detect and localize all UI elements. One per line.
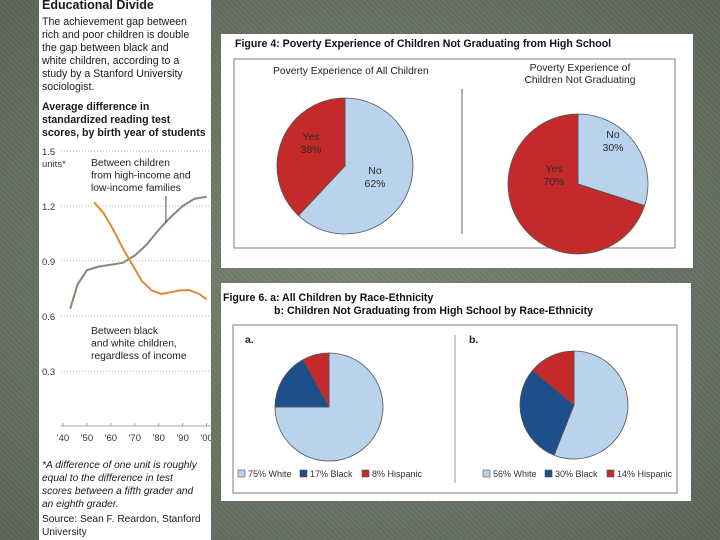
y-tick-label: 0.6 [42, 312, 55, 323]
series-line-black-white [93, 201, 208, 301]
intro-line-5: study by a Stanford University [42, 68, 183, 80]
pie-2-value-no: 30% [602, 142, 623, 154]
pie-1-label-yes: Yes [302, 131, 319, 143]
pie-b-slice-black [519, 370, 575, 456]
pie-1-slice-yes [276, 97, 346, 217]
pie-b-legend-swatch [606, 469, 615, 478]
source-line-1: Source: Sean F. Reardon, Stanford [42, 514, 201, 525]
intro-line-2: rich and poor children is double [42, 29, 190, 41]
series-label-income: from high-income and [91, 171, 191, 182]
figure-6-title-line-2: b: Children Not Graduating from High Sch… [274, 305, 594, 317]
figure-6-pies: a. b. 75% White 17% Black 8% Hispanic 56% Whi… [232, 324, 678, 494]
series-label-black-white: and white children, [91, 339, 177, 350]
pie-b-legend-label: 30% Black [555, 469, 598, 479]
subhead-line-1: Average difference in [42, 101, 150, 113]
pie-a-slice-hispanic [302, 352, 330, 408]
y-tick-label: 0.9 [42, 257, 55, 268]
footnote-line-3: scores between a fifth grader and [42, 486, 194, 497]
pie-b-title: b. [469, 334, 478, 346]
pie-a-slice-black [274, 359, 330, 408]
pie-a-legend-swatch [361, 469, 370, 478]
pie-a-title: a. [245, 334, 254, 346]
pie-a-legend-label: 8% Hispanic [372, 469, 423, 479]
y-tick-label: 1.2 [42, 202, 55, 213]
series-line-income [69, 195, 207, 309]
x-tick-label: '60 [105, 433, 117, 444]
pie-b-slice-hispanic [531, 350, 575, 406]
pie-2-title-line: Poverty Experience of [530, 63, 631, 74]
intro-line-3: the gap between black and [42, 42, 169, 54]
x-tick-label: '90 [176, 433, 188, 444]
series-label-black-white: Between black [91, 326, 159, 337]
figure-4-panel: Figure 4: Poverty Experience of Children… [221, 34, 693, 268]
series-label-income: low-income families [91, 183, 181, 194]
pie-1-slice-no [297, 97, 414, 235]
x-tick-label: '00 [200, 433, 211, 444]
line-chart: 1.5 1.2 0.9 0.6 0.3 units* '40 '50 '60 '70 '80 '90 '… [42, 147, 211, 444]
pie-b-legend-swatch [482, 469, 491, 478]
pie-2-value-yes: 70% [543, 176, 564, 188]
pie-2-title-line: Children Not Graduating [524, 75, 635, 86]
series-label-black-white: regardless of income [91, 351, 187, 362]
source-line-2: University [42, 527, 87, 538]
figure-4-pies: Poverty Experience of All Children Povert… [233, 58, 676, 255]
footnote-line-2: equal to the difference in test [42, 473, 173, 484]
footnote-line-1: *A difference of one unit is roughly [42, 460, 197, 471]
pie-1-title: Poverty Experience of All Children [273, 66, 429, 77]
educational-divide-panel: Educational Divide The achievement gap b… [39, 0, 211, 540]
pie-a-legend-label: 75% White [248, 469, 292, 479]
intro-line-1: The achievement gap between [42, 16, 187, 28]
pie-2-label-no: No [606, 129, 620, 141]
figure-6-panel: Figure 6. a: All Children by Race-Ethnic… [221, 283, 691, 501]
subhead-line-2: standardized reading test [42, 114, 171, 126]
pie-a-legend-swatch [299, 469, 308, 478]
figure-6-title-line-1: Figure 6. a: All Children by Race-Ethnic… [223, 292, 434, 304]
figure-4-frame [233, 58, 676, 249]
pie-1-value-yes: 38% [300, 144, 321, 156]
pie-2-slice-yes [507, 113, 646, 255]
x-tick-label: '40 [57, 433, 69, 444]
figure-4-title: Figure 4: Poverty Experience of Children… [235, 38, 612, 50]
pie-b-legend-label: 56% White [493, 469, 537, 479]
pie-2-slice-no [577, 113, 649, 207]
intro-line-4: white children, according to a [42, 55, 180, 67]
series-label-income: Between children [91, 158, 170, 169]
x-tick-label: '70 [129, 433, 141, 444]
pie-1-label-no: No [368, 165, 382, 177]
y-axis-unit-label: units* [42, 159, 66, 170]
intro-line-6: sociologist. [42, 81, 95, 93]
x-tick-label: '50 [81, 433, 93, 444]
pie-1-value-no: 62% [364, 178, 385, 190]
pie-a-legend-swatch [237, 469, 246, 478]
pie-2-label-yes: Yes [545, 163, 562, 175]
subhead-line-3: scores, by birth year of students [42, 127, 206, 139]
pie-a-legend-label: 17% Black [310, 469, 353, 479]
left-heading: Educational Divide [42, 0, 154, 12]
y-tick-label: 1.5 [42, 147, 55, 158]
x-tick-label: '80 [153, 433, 165, 444]
pie-b-legend-swatch [544, 469, 553, 478]
pie-b-slice-white [553, 350, 629, 460]
figure-6-frame [232, 324, 678, 494]
footnote-line-4: an eighth grader. [42, 499, 119, 510]
pie-b-legend-label: 14% Hispanic [617, 469, 673, 479]
y-tick-label: 0.3 [42, 367, 55, 378]
